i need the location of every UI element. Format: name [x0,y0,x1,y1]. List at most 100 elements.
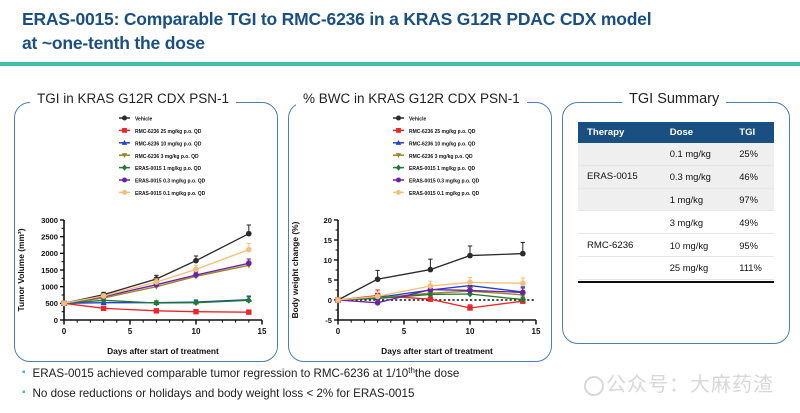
bullet-item: ▪ No dose reductions or holidays and body… [22,386,562,402]
legend-label: RMC-6236 10 mg/kg p.o. QD [135,141,202,147]
chart-series [61,224,252,307]
table-header-row: Therapy Dose TGI [578,122,774,143]
cell-tgi: 97% [730,188,774,212]
y-tick-label: 10 [324,256,332,265]
cell-tgi: 46% [730,165,774,189]
chart-panel-tgi [14,102,278,362]
column-header-tgi: TGI [730,122,774,143]
summary-title: TGI Summary [622,91,727,107]
x-tick-label: 15 [258,327,267,336]
bullet-superscript: th [408,366,415,375]
x-tick-label: 5 [402,327,407,336]
cell-tgi: 49% [730,210,774,235]
table-row: 0.1 mg/kg 25% [578,143,774,166]
cell-therapy [578,188,661,212]
y-axis-label: Body weight change (%) [290,221,300,318]
bullet-text: No dose reductions or holidays and body … [32,386,415,400]
cell-dose: 3 mg/kg [660,210,731,235]
y-tick-label: 2500 [41,233,58,242]
x-tick-label: 10 [192,327,201,336]
y-tick-label: 20 [324,216,332,225]
legend-label: ERAS-0015 1 mg/kg p.o. QD [135,166,202,172]
x-axis-label: Days after start of treatment [107,346,219,356]
y-tick-label: 0 [328,296,332,305]
page-title-line2: at ~one-tenth the dose [22,32,205,53]
table-body: 0.1 mg/kg 25% ERAS-0015 0.3 mg/kg 46% 1 mg/kg… [578,143,774,280]
page-title: ERAS-0015: Comparable TGI to RMC-6236 in… [22,8,782,55]
y-axis-label: Tumor Volume (mm³) [16,228,26,311]
table-row: RMC-6236 10 mg/kg 95% [578,233,774,257]
x-tick-label: 15 [532,327,541,336]
chart-axes: 0 500 1000 1500 2000 2500 3000 0 5 10 15 [41,216,267,336]
x-tick-label: 0 [336,327,341,336]
x-tick-label: 10 [466,327,475,336]
legend-label: ERAS-0015 0.3 mg/kg p.o. QD [135,179,206,185]
legend-label: ERAS-0015 1 mg/kg p.o. QD [409,166,476,172]
y-tick-label: 15 [324,236,333,245]
x-axis-label: Days after start of treatment [381,346,493,356]
chart-series [61,242,252,307]
tgi-summary-table: Therapy Dose TGI 0.1 mg/kg 25% ERAS-0015 0.… [578,122,774,280]
x-tick-label: 0 [62,327,67,336]
chart-series [61,300,252,315]
y-tick-label: 2000 [41,249,58,258]
chart-panel-bwc [288,102,552,362]
legend-label: RMC-6236 3 mg/kg p.o. QD [135,154,199,160]
cell-dose: 0.3 mg/kg [660,165,731,189]
cell-tgi: 25% [730,143,774,166]
y-tick-label: 0 [54,316,58,325]
table-row: ERAS-0015 0.3 mg/kg 46% [578,165,774,189]
legend-label: RMC-6236 10 mg/kg p.o. QD [409,141,476,147]
table-row: 1 mg/kg 97% [578,188,774,212]
cell-tgi: 95% [730,233,774,257]
cell-therapy [578,143,661,166]
chart-bwc: Vehicle RMC-6236 25 mg/kg p.o. QD RMC-6236… [290,115,541,356]
chart-title-tgi: TGI in KRAS G12R CDX PSN-1 [30,91,237,106]
bullet-text: ERAS-0015 achieved comparable tumor regr… [32,367,409,380]
legend-label: RMC-6236 25 mg/kg p.o. QD [409,129,476,135]
chart-series [335,277,526,303]
column-header-dose: Dose [660,122,731,143]
bullet-text-tail: the dose [414,367,460,380]
cell-therapy: ERAS-0015 [578,165,661,189]
bullet-dot-icon: ▪ [22,367,26,378]
y-tick-label: 1000 [41,283,58,292]
cell-dose: 25 mg/kg [660,256,731,280]
watermark-text: 公众号：大麻药渣 [606,372,774,396]
bullet-dot-icon: ▪ [22,386,26,398]
watermark: 公众号：大麻药渣 [584,368,774,397]
y-tick-label: 500 [45,299,58,308]
y-tick-label: -5 [325,316,333,325]
cell-therapy [578,210,661,235]
y-tick-label: 3000 [41,216,58,225]
x-tick-label: 5 [128,327,133,336]
legend-label: ERAS-0015 0.3 mg/kg p.o. QD [409,179,480,185]
legend-label: ERAS-0015 0.1 mg/kg p.o. QD [135,191,206,197]
cell-dose: 0.1 mg/kg [660,143,731,166]
chart-legend: Vehicle RMC-6236 25 mg/kg p.o. QD RMC-6236… [119,115,206,197]
cell-dose: 1 mg/kg [660,188,731,212]
cell-therapy [578,256,661,280]
cell-dose: 10 mg/kg [660,233,731,257]
table-row: 25 mg/kg 111% [578,256,774,280]
table-head: Therapy Dose TGI [578,122,774,143]
bullet-item: ▪ ERAS-0015 achieved comparable tumor reg… [22,366,562,382]
chart-title-bwc: % BWC in KRAS G12R CDX PSN-1 [296,91,527,106]
column-header-therapy: Therapy [578,122,661,143]
table-bottom-rule [578,281,774,284]
tgi-summary-table-wrap: Therapy Dose TGI 0.1 mg/kg 25% ERAS-0015 0.… [578,122,774,280]
watermark-badge-icon [584,375,604,396]
legend-label: RMC-6236 3 mg/kg p.o. QD [409,154,473,160]
legend-label: RMC-6236 25 mg/kg p.o. QD [135,129,202,135]
chart-legend: Vehicle RMC-6236 25 mg/kg p.o. QD RMC-6236… [393,115,480,197]
y-tick-label: 5 [328,276,333,285]
legend-label: ERAS-0015 0.1 mg/kg p.o. QD [409,191,480,197]
cell-therapy: RMC-6236 [578,233,661,257]
legend-label: Vehicle [409,117,426,123]
title-divider [0,62,800,66]
cell-tgi: 111% [730,256,774,280]
bullet-list: ▪ ERAS-0015 achieved comparable tumor reg… [22,366,562,405]
page-title-line1: ERAS-0015: Comparable TGI to RMC-6236 in… [22,9,652,29]
